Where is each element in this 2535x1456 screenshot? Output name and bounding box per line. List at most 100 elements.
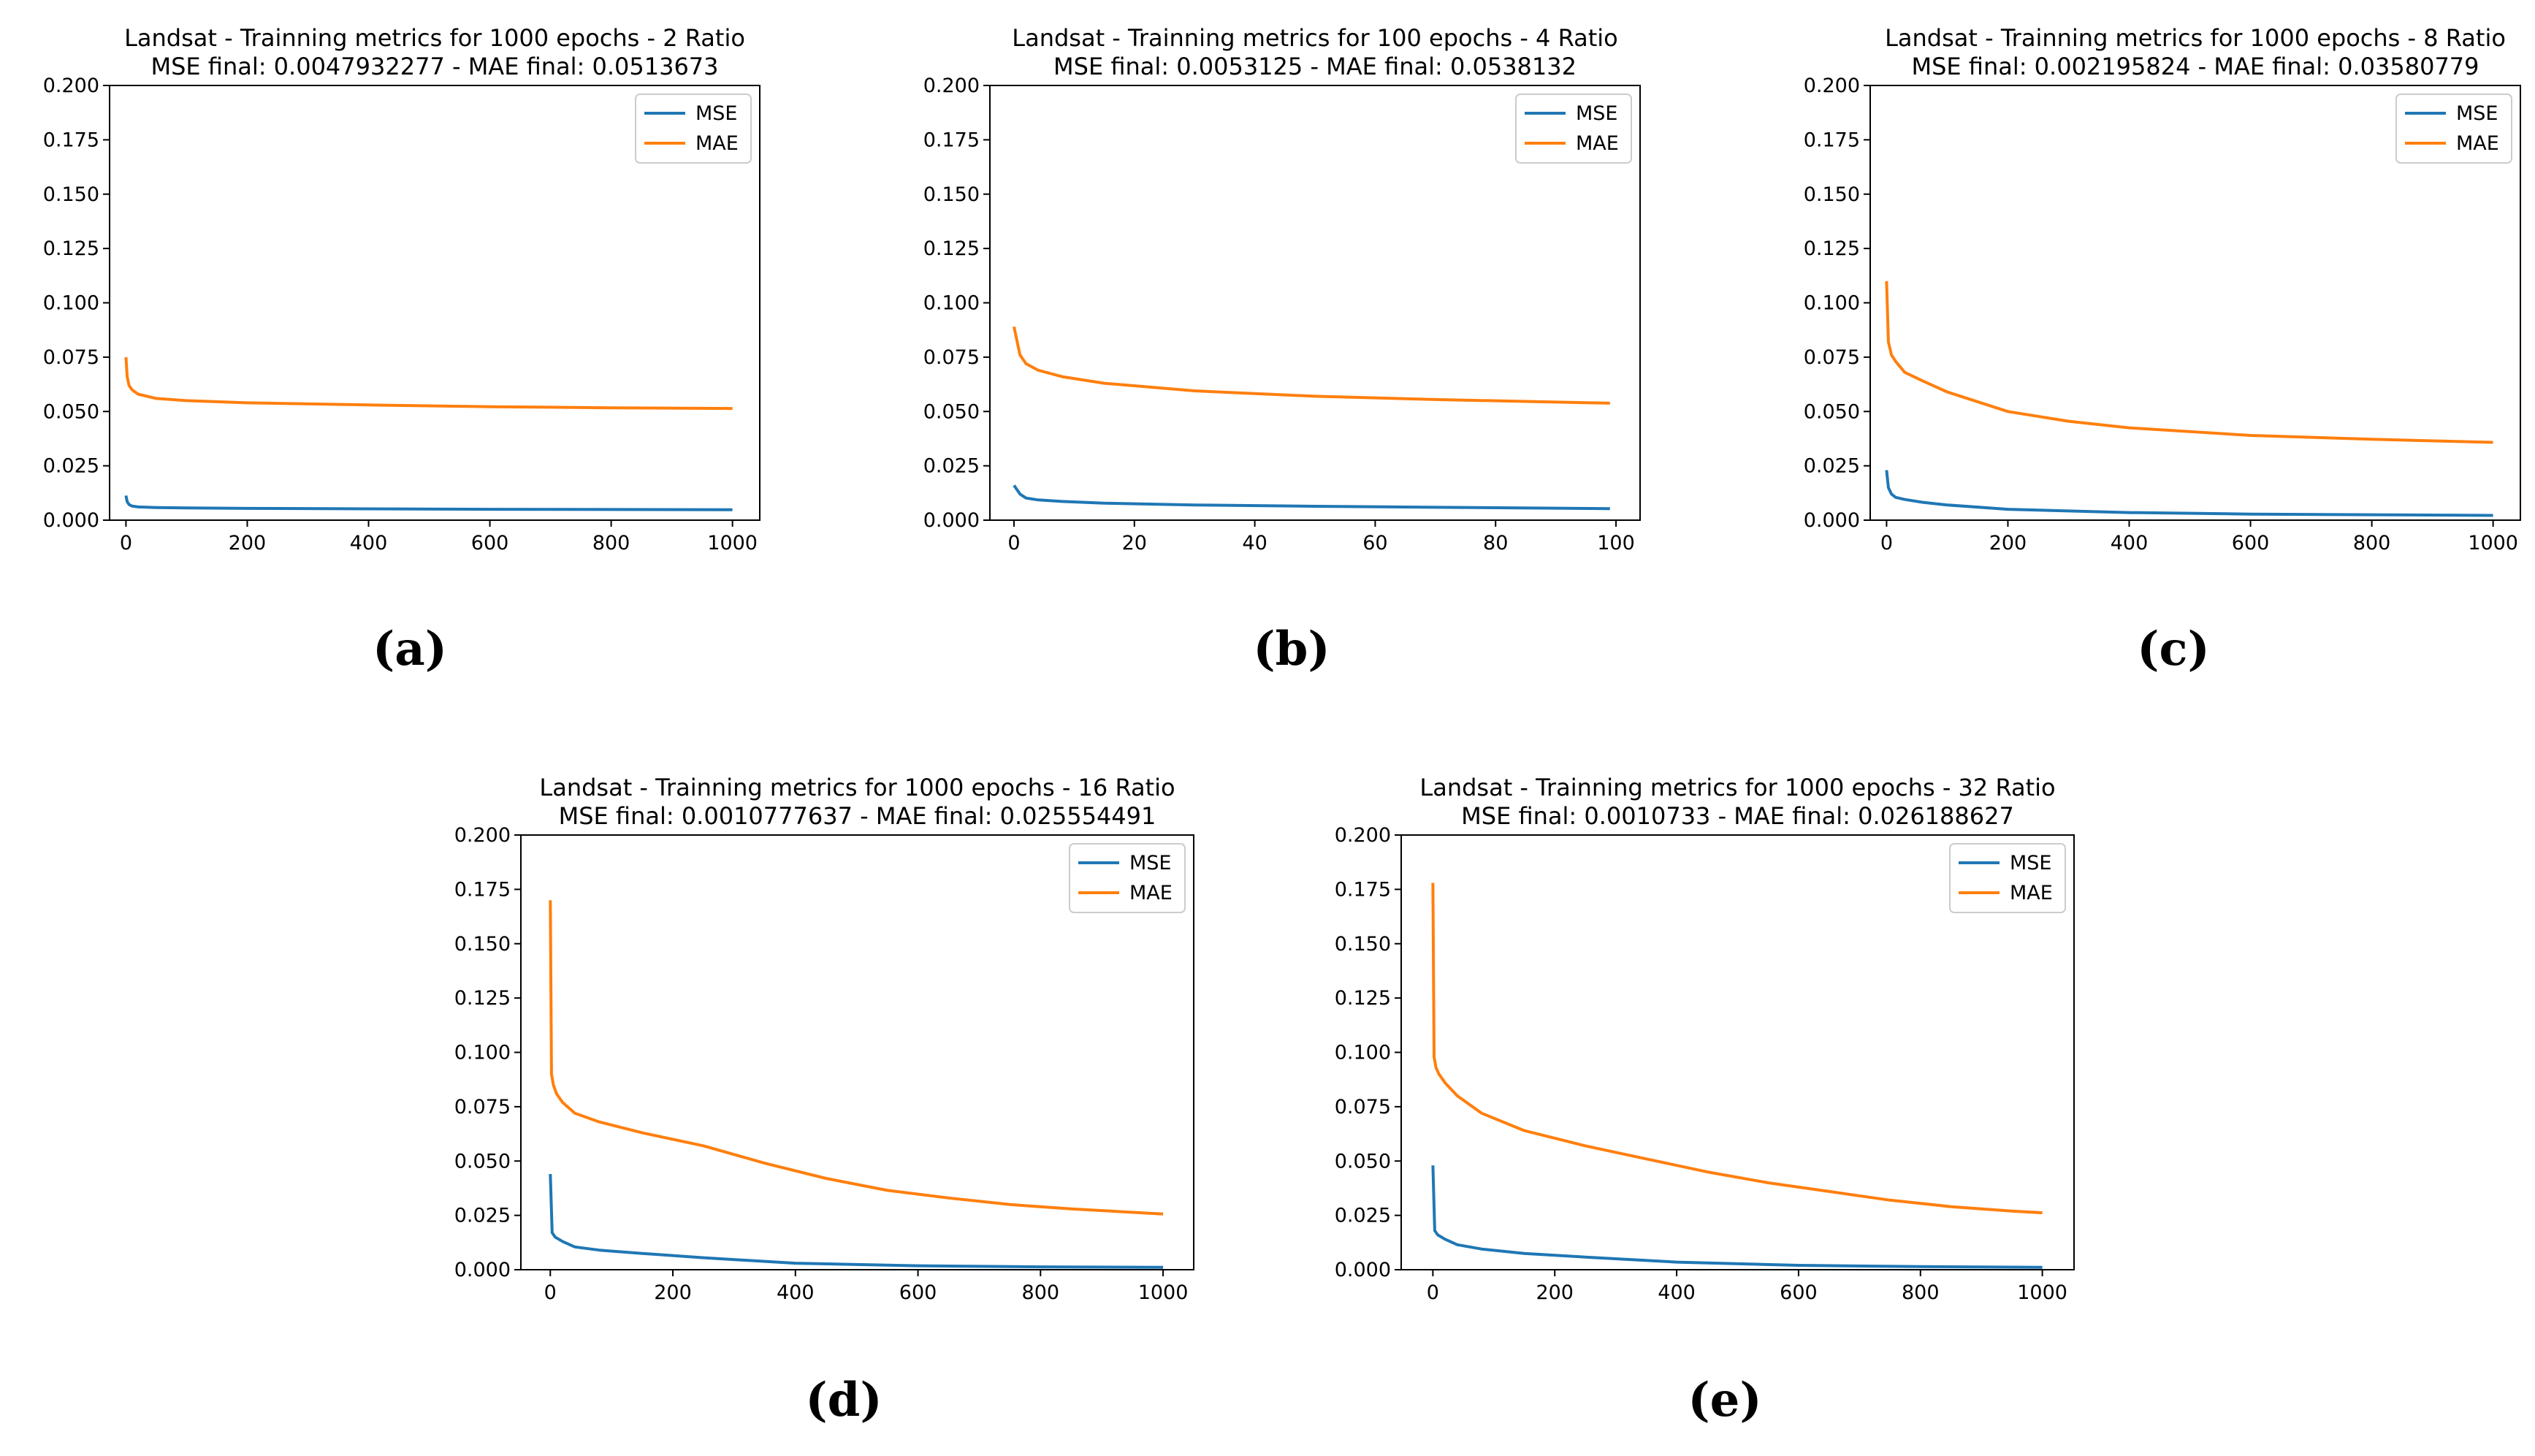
legend-label: MAE [2010,882,2053,904]
chart-subtitle: MSE final: 0.0010733 - MAE final: 0.0261… [1461,802,2014,830]
subfigure-caption: (b) [1253,622,1330,676]
x-tick-label: 0 [1007,532,1020,554]
x-tick-label: 600 [899,1281,937,1304]
series-line-mse [1013,484,1610,511]
chart-panel-d: Landsat - Trainning metrics for 1000 epo… [454,774,1194,1428]
series-line-mae [1013,326,1610,405]
y-tick-label: 0.075 [1335,1096,1391,1118]
y-tick-label: 0.000 [1335,1259,1391,1281]
chart-subtitle: MSE final: 0.0010777637 - MAE final: 0.0… [559,802,1156,830]
y-tick-label: 0.100 [1335,1042,1391,1064]
y-tick-label: 0.100 [1804,292,1860,315]
subfigure-caption: (c) [2137,622,2210,676]
y-tick-label: 0.175 [43,129,99,151]
chart-title: Landsat - Trainning metrics for 1000 epo… [1885,24,2506,52]
y-tick-label: 0.150 [1804,183,1860,206]
legend-label: MAE [1576,132,1619,155]
y-tick-label: 0.050 [923,400,980,423]
y-tick-label: 0.050 [454,1150,511,1173]
chart-panel-c: Landsat - Trainning metrics for 1000 epo… [1804,24,2521,676]
y-tick-label: 0.100 [43,292,99,315]
y-tick-label: 0.125 [454,987,511,1010]
legend-label: MSE [2456,102,2498,125]
subfigure-caption: (e) [1688,1373,1761,1428]
x-tick-label: 0 [1427,1281,1439,1304]
legend-label: MSE [1576,102,1618,125]
y-tick-label: 0.150 [1335,933,1391,956]
legend-label: MAE [695,132,739,155]
y-tick-label: 0.025 [923,455,980,478]
y-tick-label: 0.125 [923,237,980,260]
x-tick-label: 800 [1902,1281,1940,1304]
plot-frame [1869,85,2521,521]
y-tick-label: 0.050 [43,400,99,423]
series-line-mse [1431,1165,2043,1269]
y-tick-label: 0.200 [43,75,99,97]
legend: MSE MAE [1069,843,1186,913]
x-tick-label: 600 [1780,1281,1818,1304]
x-tick-label: 60 [1362,532,1387,554]
y-tick-label: 0.200 [1335,824,1391,847]
x-tick-label: 200 [1536,1281,1574,1304]
x-tick-label: 20 [1122,532,1147,554]
x-tick-label: 800 [2353,532,2391,554]
x-tick-label: 600 [2232,532,2270,554]
chart-title: Landsat - Trainning metrics for 1000 epo… [539,774,1175,801]
series-line-mae [1431,883,2043,1215]
x-tick-label: 400 [2111,532,2149,554]
y-tick-label: 0.000 [454,1259,511,1281]
y-tick-label: 0.075 [923,346,980,369]
legend: MSE MAE [2395,94,2512,164]
x-tick-label: 800 [592,532,630,554]
y-tick-label: 0.100 [454,1042,511,1064]
x-tick-label: 200 [229,532,267,554]
series-line-mae [549,900,1164,1216]
x-tick-label: 1000 [1138,1281,1189,1304]
chart-panel-a: Landsat - Trainning metrics for 1000 epo… [43,24,760,676]
y-tick-label: 0.000 [923,509,980,532]
y-tick-label: 0.175 [1335,878,1391,901]
x-tick-label: 0 [120,532,132,554]
chart-title: Landsat - Trainning metrics for 100 epoc… [1012,24,1617,52]
chart-panel-e: Landsat - Trainning metrics for 1000 epo… [1335,774,2075,1428]
x-tick-label: 1000 [707,532,758,554]
chart-subtitle: MSE final: 0.0053125 - MAE final: 0.0538… [1053,53,1577,80]
y-tick-label: 0.125 [1335,987,1391,1010]
y-tick-label: 0.175 [1804,129,1860,151]
y-tick-label: 0.175 [923,129,980,151]
y-tick-label: 0.150 [43,183,99,206]
y-tick-label: 0.125 [43,237,99,260]
series-line-mae [124,357,733,411]
plot-frame [989,85,1641,521]
x-tick-label: 0 [1880,532,1893,554]
legend: MSE MAE [635,94,752,164]
chart-subtitle: MSE final: 0.002195824 - MAE final: 0.03… [1911,53,2479,80]
x-tick-label: 0 [544,1281,557,1304]
y-tick-label: 0.000 [43,509,99,532]
x-tick-label: 800 [1022,1281,1060,1304]
y-tick-label: 0.200 [1804,75,1860,97]
plot-frame [1400,834,2075,1270]
y-tick-label: 0.025 [1335,1205,1391,1227]
subfigure-caption: (a) [373,622,447,676]
y-tick-label: 0.200 [923,75,980,97]
subfigure-caption: (d) [805,1373,882,1428]
chart-subtitle: MSE final: 0.0047932277 - MAE final: 0.0… [150,53,718,80]
x-tick-label: 1000 [2468,532,2518,554]
plot-frame [520,834,1194,1270]
chart-panel-b: Landsat - Trainning metrics for 100 epoc… [923,24,1641,676]
x-tick-label: 200 [1989,532,2027,554]
series-line-mse [1885,470,2493,517]
x-tick-label: 1000 [2017,1281,2067,1304]
legend-label: MSE [2010,852,2052,874]
x-tick-label: 100 [1597,532,1635,554]
x-tick-label: 600 [471,532,509,554]
plot-frame [109,85,760,521]
chart-title: Landsat - Trainning metrics for 1000 epo… [1419,774,2055,801]
legend-label: MSE [695,102,738,125]
series-line-mse [549,1174,1164,1269]
y-tick-label: 0.025 [43,455,99,478]
y-tick-label: 0.025 [1804,455,1860,478]
y-tick-label: 0.100 [923,292,980,315]
